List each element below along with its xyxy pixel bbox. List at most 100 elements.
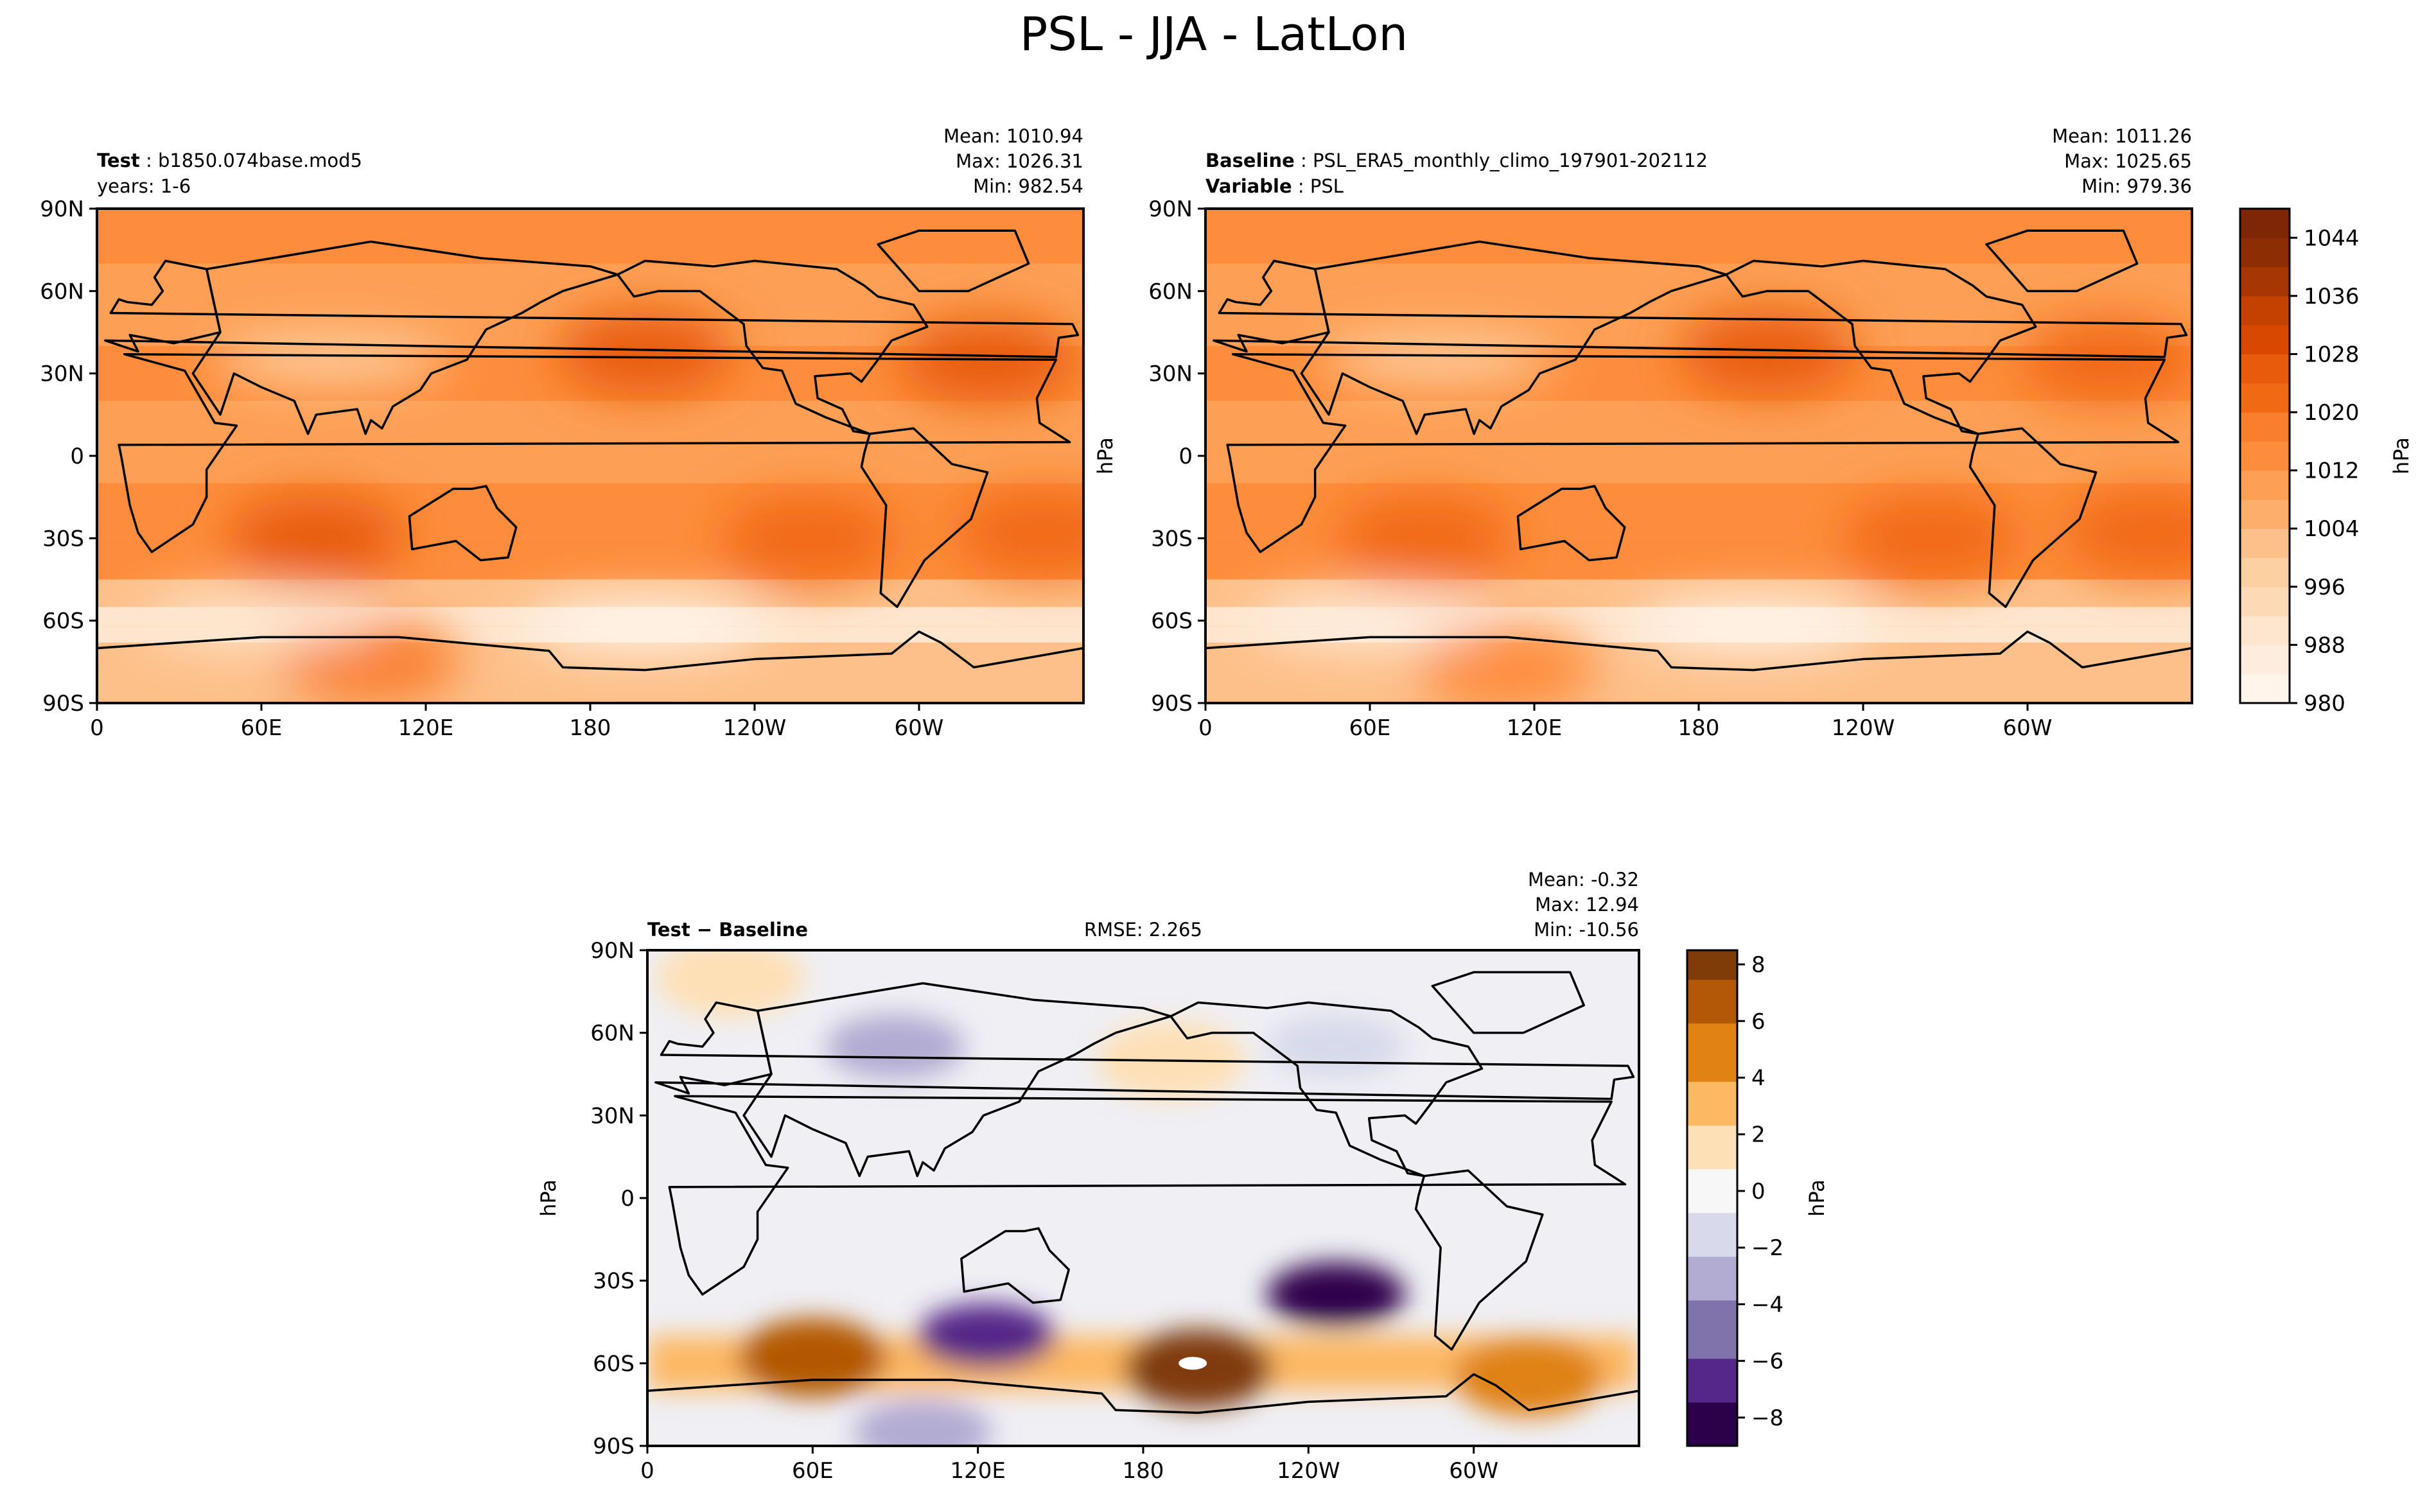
colorbar-cell [1687,1416,1737,1432]
difference-ylabel: hPa [536,1179,561,1217]
colorbar-tick-label: 1036 [2304,284,2360,309]
colorbar-cell [1687,1198,1737,1213]
baseline-coastlines [1205,229,2192,703]
colorbar-cell [1687,1023,1737,1038]
high-pressure-cell [1336,496,1514,580]
lon-tick-label: 60W [895,715,944,741]
low-pressure-cell [143,596,380,646]
colorbar-tick-label: 996 [2304,575,2345,600]
coastline-antarctica [1205,630,2192,703]
negative-anomaly [916,1303,1056,1368]
coastline-nam [616,259,929,435]
colorbar-cell [1687,1140,1737,1155]
coastline-asia [742,982,1172,1177]
colorbar-tick-label: 1012 [2304,458,2360,484]
lon-tick-label: 0 [640,1458,654,1484]
psl-colorbar: 980 988 996 1004 1012 1020 1028 1036 1044 hPa [2239,207,2414,717]
lat-tick-label: 60N [590,1021,635,1047]
lat-tick-label: 30S [1151,526,1193,552]
lon-tick-label: 180 [570,715,611,741]
baseline-label: Baseline : PSL_ERA5_monthly_climo_197901… [1205,150,1708,171]
lat-tick-label: 30S [593,1269,635,1294]
test-stat-min: Min: 982.54 [973,175,1083,197]
low-pressure-cell [1635,601,1872,651]
colorbar-cell [2240,266,2290,297]
difference-colorbar-label: hPa [1805,1179,1829,1217]
baseline-label-text: PSL_ERA5_monthly_climo_197901-202112 [1313,150,1708,171]
difference-colorbar-cells [1687,950,1737,1447]
colorbar-cell [2240,673,2290,704]
test-label-text: b1850.074base.mod5 [158,150,362,171]
pressure-band [1205,442,2192,483]
colorbar-cell [1687,1314,1737,1330]
pressure-band [97,642,1083,703]
lat-tick-label: 30S [42,526,84,552]
lat-tick-label: 60S [42,609,84,634]
coastline-australia [960,1227,1070,1304]
colorbar-cell [1687,1299,1737,1316]
high-pressure-cell [721,496,898,580]
negative-anomaly [853,1400,992,1446]
low-pressure-cell [211,335,448,385]
difference-colorbar-frame [1686,949,1739,1447]
colorbar-tick-label: 8 [1751,952,1765,978]
colorbar-cell [1687,1096,1737,1111]
high-pressure-cell [953,491,1083,575]
low-pressure-cell [1251,596,1489,646]
psl-colorbar-ticks: 980 988 996 1004 1012 1020 1028 1036 1044 [2290,225,2360,717]
test-pressure-features [97,209,1083,703]
low-pressure-cell [527,601,764,651]
difference-panel: 90N 60N 30N 0 30S 60S 90S 0 60E 120E 180 120W 60W h… [536,869,1640,1484]
colorbar-cell [1687,1154,1737,1170]
lat-tick-label: 90N [1148,196,1193,222]
test-label-bold: Test [97,150,140,171]
colorbar-cell [2240,238,2290,268]
lat-tick-label: 90S [593,1434,635,1459]
colorbar-tick-label: 1044 [2304,225,2360,251]
test-lat-ticks: 90N 60N 30N 0 30S 60S 90S [40,196,97,717]
colorbar-cell [1687,1285,1737,1301]
colorbar-cell [1687,964,1737,980]
lon-tick-label: 120W [1832,715,1895,741]
colorbar-cell [2240,295,2290,326]
colorbar-cell [2240,499,2290,529]
coastline-sam [1968,427,2098,609]
lat-tick-label: 60N [40,279,84,304]
baseline-variable-bold: Variable [1205,175,1292,197]
colorbar-cell [2240,383,2290,413]
baseline-variable-sep: : [1292,175,1310,197]
coastline-greenland [1431,971,1585,1034]
high-pressure-cell [1678,309,1856,394]
coastline-nam [1724,259,2037,435]
colorbar-tick-label: 1020 [2304,400,2360,426]
colorbar-cell [2240,528,2290,559]
coastline-australia [1516,485,1626,562]
baseline-lon-ticks: 0 60E 120E 180 120W 60W [1198,703,2052,741]
colorbar-tick-label: 1004 [2304,516,2360,542]
baseline-stat-max: Max: 1025.65 [2064,150,2192,172]
coastline-asia [191,240,619,435]
baseline-lat-ticks: 90N 60N 30N 0 30S 60S 90S [1148,196,1205,717]
colorbar-cell [1687,994,1737,1009]
lat-tick-label: 90N [40,196,84,222]
difference-stat-max: Max: 12.94 [1535,894,1639,916]
lon-tick-label: 120W [1277,1458,1340,1484]
coastline-africa [668,1095,1627,1296]
lon-tick-label: 120W [723,715,787,741]
colorbar-cell [2240,645,2290,675]
lon-tick-label: 60E [792,1458,834,1484]
lat-tick-label: 60N [1148,279,1193,304]
lon-tick-label: 60W [1449,1458,1498,1484]
difference-lat-ticks: 90N 60N 30N 0 30S 60S 90S [590,938,647,1459]
psl-colorbar-label: hPa [2389,437,2414,474]
colorbar-cell [1687,1212,1737,1228]
lat-tick-label: 60S [593,1351,635,1377]
colorbar-cell [1687,1052,1737,1068]
pressure-band [97,263,1083,305]
colorbar-tick-label: −4 [1751,1292,1783,1317]
lat-tick-label: 0 [1178,444,1193,469]
colorbar-cell [2240,441,2290,471]
test-label-sep: : [140,150,158,171]
colorbar-cell [1687,1329,1737,1344]
